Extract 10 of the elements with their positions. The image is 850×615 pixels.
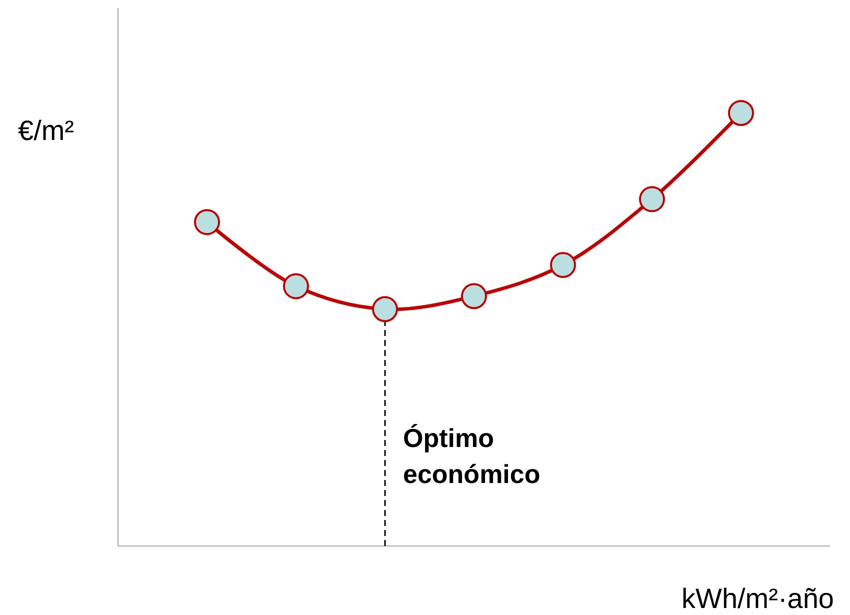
point — [550, 252, 576, 278]
point — [194, 209, 220, 236]
annotation: Óptimo económico — [403, 423, 540, 489]
point — [372, 296, 398, 322]
point — [461, 283, 487, 310]
point — [728, 100, 754, 126]
x-axis-title: kWh/m²·año — [682, 583, 834, 614]
point — [639, 186, 665, 212]
y-axis-title: €/m² — [18, 115, 74, 146]
point — [283, 273, 309, 300]
